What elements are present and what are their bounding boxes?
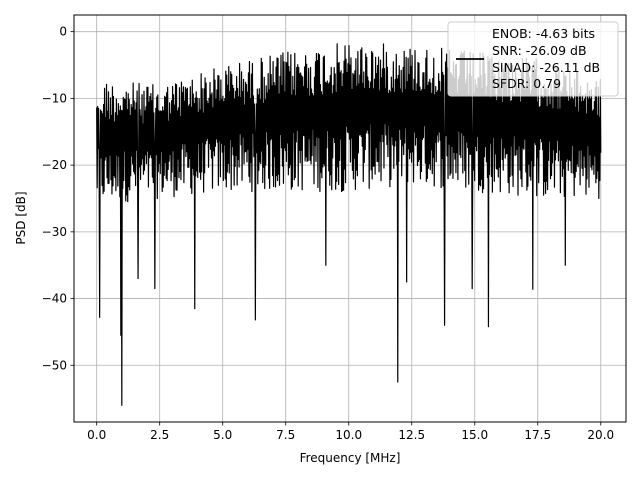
y-tick-label: −30 <box>42 225 67 239</box>
x-tick-label: 15.0 <box>461 428 488 442</box>
series-layer <box>96 43 602 406</box>
y-axis: 0 −10 −20 −30 −40 −50 <box>42 25 74 372</box>
legend: ENOB: -4.63 bits SNR: -26.09 dB SINAD: -… <box>447 21 619 97</box>
x-tick-label: 10.0 <box>335 428 362 442</box>
x-tick-label: 2.5 <box>150 428 169 442</box>
y-tick-label: −20 <box>42 158 67 172</box>
psd-series-line <box>96 43 602 406</box>
legend-box <box>447 21 619 97</box>
legend-enob: ENOB: -4.63 bits <box>492 26 595 41</box>
y-tick-label: −10 <box>42 91 67 105</box>
x-tick-label: 20.0 <box>587 428 614 442</box>
x-axis: 0.0 2.5 5.0 7.5 10.0 12.5 15.0 17.5 20.0 <box>87 422 614 442</box>
x-tick-label: 12.5 <box>398 428 425 442</box>
legend-snr: SNR: -26.09 dB <box>492 43 587 58</box>
y-tick-label: −50 <box>42 358 67 372</box>
plot-frame <box>73 14 627 423</box>
x-tick-label: 0.0 <box>87 428 106 442</box>
legend-sfdr: SFDR: 0.79 <box>492 76 561 91</box>
x-axis-label: Frequency [MHz] <box>300 451 401 465</box>
y-tick-label: −40 <box>42 292 67 306</box>
x-tick-label: 5.0 <box>213 428 232 442</box>
legend-sinad: SINAD: -26.11 dB <box>492 60 600 75</box>
y-axis-label: PSD [dB] <box>14 191 28 244</box>
x-tick-label: 7.5 <box>276 428 295 442</box>
y-tick-label: 0 <box>59 25 67 39</box>
x-tick-label: 17.5 <box>524 428 551 442</box>
